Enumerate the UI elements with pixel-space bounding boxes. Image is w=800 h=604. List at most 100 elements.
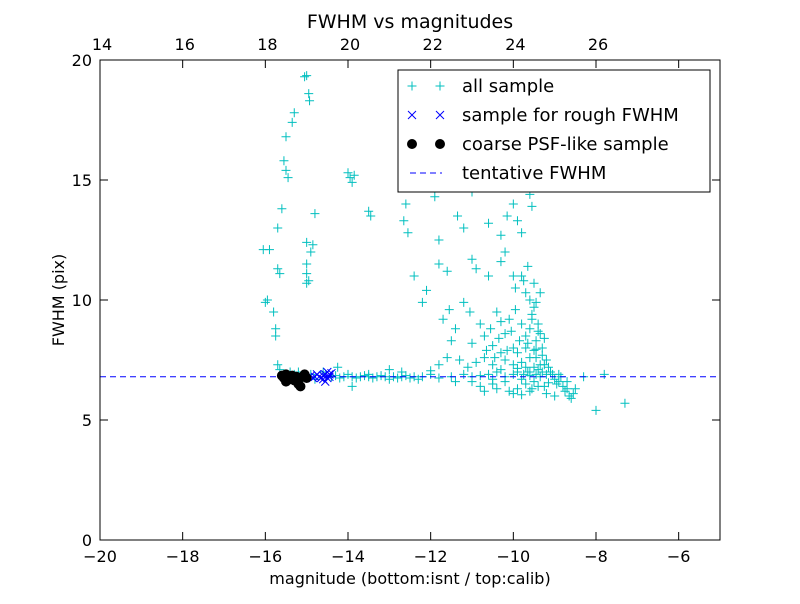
all-sample-point xyxy=(558,381,568,391)
all-sample-point xyxy=(496,257,506,267)
all-sample-point xyxy=(281,165,291,175)
all-sample-point xyxy=(376,371,386,381)
all-sample-point xyxy=(496,365,506,375)
all-sample-point xyxy=(527,384,537,394)
all-sample-point xyxy=(434,373,444,383)
all-sample-point xyxy=(620,398,630,408)
x-tick-label: −10 xyxy=(496,547,530,566)
all-sample-point xyxy=(484,369,494,379)
legend-entry: tentative FWHM xyxy=(410,163,606,184)
all-sample-point xyxy=(537,350,547,360)
all-sample-point xyxy=(510,283,520,293)
x-tick-label: −16 xyxy=(248,547,282,566)
x-tick-label: −18 xyxy=(166,547,200,566)
all-sample-point xyxy=(479,331,489,341)
all-sample-point xyxy=(492,367,502,377)
all-sample-point xyxy=(508,343,518,353)
all-sample-point xyxy=(535,288,545,298)
all-sample-point xyxy=(533,326,543,336)
all-sample-point xyxy=(543,362,553,372)
top-axis-tick-label: 18 xyxy=(257,35,277,54)
legend-label: sample for rough FWHM xyxy=(462,105,679,126)
all-sample-point xyxy=(531,369,541,379)
all-sample-point xyxy=(554,369,564,379)
all-sample-point xyxy=(529,377,539,387)
all-sample-point xyxy=(529,345,539,355)
all-sample-point xyxy=(543,378,553,388)
all-sample-point xyxy=(500,355,510,365)
all-sample-point xyxy=(393,373,403,383)
all-sample-point xyxy=(397,367,407,377)
legend-marker-icon xyxy=(435,81,445,91)
all-sample-point xyxy=(488,360,498,370)
all-sample-point xyxy=(512,216,522,226)
all-sample-point xyxy=(504,314,514,324)
all-sample-point xyxy=(442,353,452,363)
all-sample-point xyxy=(568,389,578,399)
all-sample-point xyxy=(492,384,502,394)
all-sample-point xyxy=(529,278,539,288)
all-sample-point xyxy=(271,331,281,341)
all-sample-point xyxy=(310,209,320,219)
all-sample-point xyxy=(537,367,547,377)
all-sample-point xyxy=(453,211,463,221)
all-sample-point xyxy=(531,344,541,354)
all-sample-point xyxy=(401,199,411,209)
legend-label: tentative FWHM xyxy=(462,163,606,184)
x-tick-label: −14 xyxy=(331,547,365,566)
psf-like-point xyxy=(281,376,291,387)
all-sample-point xyxy=(364,369,374,379)
top-axis-tick-label: 14 xyxy=(92,35,112,54)
all-sample-point xyxy=(426,366,436,376)
all-sample-point xyxy=(490,353,500,363)
all-sample-point xyxy=(515,336,525,346)
all-sample-point xyxy=(287,117,297,127)
all-sample-point xyxy=(459,297,469,307)
all-sample-point xyxy=(517,374,527,384)
all-sample-point xyxy=(351,373,361,383)
all-sample-point xyxy=(560,386,570,396)
all-sample-point xyxy=(475,371,485,381)
all-sample-point xyxy=(475,319,485,329)
all-sample-point xyxy=(306,247,316,257)
all-sample-point xyxy=(529,302,539,312)
all-sample-point xyxy=(459,369,469,379)
all-sample-point xyxy=(494,333,504,343)
all-sample-point xyxy=(525,386,535,396)
all-sample-point xyxy=(539,333,549,343)
all-sample-point xyxy=(384,365,394,375)
all-sample-point xyxy=(529,362,539,372)
all-sample-point xyxy=(302,269,312,279)
all-sample-point xyxy=(260,297,270,307)
all-sample-point xyxy=(502,345,512,355)
all-sample-point xyxy=(564,391,574,401)
all-sample-point xyxy=(281,132,291,142)
all-sample-point xyxy=(508,271,518,281)
all-sample-point xyxy=(262,295,272,305)
all-sample-point xyxy=(484,271,494,281)
all-sample-point xyxy=(521,362,531,372)
all-sample-point xyxy=(521,331,531,341)
all-sample-point xyxy=(277,204,287,214)
all-sample-point xyxy=(531,297,541,307)
all-sample-point xyxy=(471,264,481,274)
all-sample-point xyxy=(521,379,531,389)
legend: all sample sample for rough FWHM coarse PS… xyxy=(397,69,711,193)
legend-entry: all sample xyxy=(407,76,554,97)
all-sample-point xyxy=(347,381,357,391)
all-sample-point xyxy=(496,230,506,240)
all-sample-point xyxy=(519,276,529,286)
all-sample-point xyxy=(384,374,394,384)
all-sample-point xyxy=(302,278,312,288)
all-sample-point xyxy=(546,367,556,377)
all-sample-point xyxy=(279,156,289,166)
all-sample-point xyxy=(349,170,359,180)
all-sample-point xyxy=(302,71,312,81)
all-sample-point xyxy=(450,377,460,387)
top-axis-tick-label: 24 xyxy=(505,35,525,54)
all-sample-point xyxy=(527,309,537,319)
all-sample-point xyxy=(459,223,469,233)
all-sample-point xyxy=(471,357,481,367)
